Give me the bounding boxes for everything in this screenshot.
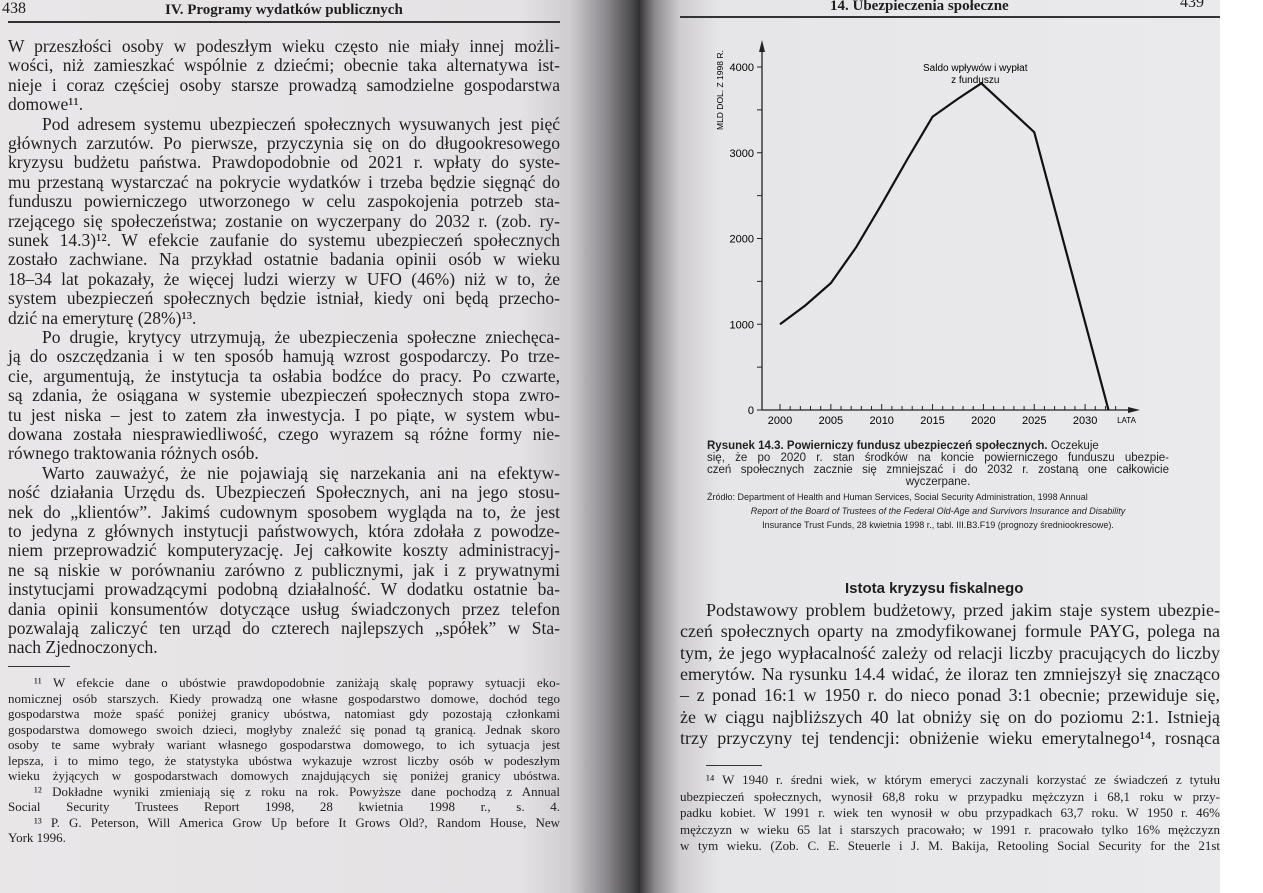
chart-annotation: z funduszu [951, 75, 999, 86]
source-line: Źródło: Department of Health and Human S… [707, 492, 1088, 502]
text-line: mężczyzn w wieku 65 lat i starszych prac… [680, 821, 1220, 837]
text-line: tym, że jego wypłacalność zależy od rela… [680, 642, 1220, 663]
text-line: głównych zarzutów. Po pierwsze, przyczyn… [8, 133, 560, 153]
y-tick-label: 0 [748, 405, 754, 417]
text-line: to jedyna z głównych instytucji państwow… [8, 521, 560, 541]
text-line: gospodarstwa domowego swoich dzieci, mog… [8, 721, 560, 737]
text-line: ¹² Dokładne wyniki zmieniają się z roku … [34, 783, 560, 799]
text-line: nomicznej osób starszych. Kiedy prowadzą… [8, 690, 560, 706]
x-axis-arrow [1128, 407, 1140, 413]
figure-caption: Rysunek 14.3. Powierniczy fundusz ubezpi… [707, 440, 1169, 532]
text-line: ¹⁴ W 1940 r. średni wiek, w którym emery… [706, 772, 1220, 787]
x-tick-label: 2020 [971, 415, 995, 427]
text-line: wości, niż zamieszkać wspólnie z dziećmi… [8, 55, 560, 76]
text-line: niem przeprowadzić komputeryzację. Jej c… [8, 540, 560, 561]
text-line: lepsza, i to mimo tego, że statystyka ub… [8, 752, 560, 768]
header-rule [680, 16, 1220, 18]
source-line: Insurance Trust Funds, 28 kwietnia 1998 … [762, 520, 1114, 530]
text-line: instytucjami prowadzącymi podobną działa… [8, 579, 560, 600]
y-axis-arrow [759, 40, 765, 52]
text-line: padku kobiet. W 1991 r. wiek ten wynosił… [680, 805, 1220, 821]
caption-line: wyczerpane. [905, 476, 971, 488]
x-tick-label: 2015 [920, 415, 944, 427]
footnote-rule [706, 765, 762, 766]
text-line: nek do „klientów”. Jakimś cudownym sposo… [8, 501, 560, 522]
x-tick-label: 2025 [1022, 415, 1046, 427]
text-line: równego traktowania różnych osób. [8, 443, 259, 464]
source-line: Report of the Board of Trustees of the F… [750, 506, 1126, 516]
running-head: IV. Programy wydatków publicznych [165, 2, 403, 18]
running-head: 14. Ubezpieczenia społeczne [830, 0, 1009, 14]
right-page: 14. Ubezpieczenia społeczne 439 0 1000 200… [640, 0, 1220, 893]
x-tick-label: 2005 [819, 415, 843, 427]
text-line: w tym wieku. (Zob. C. E. Steuerle i J. M… [680, 838, 1220, 854]
text-line: system ubezpieczeń społecznych będzie is… [8, 288, 560, 309]
text-line: pozwalają zaliczyć ten urząd do czterech… [8, 618, 560, 638]
text-line: tu jest niska – jest to zatem zła inwest… [8, 404, 560, 425]
text-line: emerytów. Na rysunku 14.4 widać, że ilor… [680, 663, 1220, 684]
x-tick-label: 2030 [1073, 415, 1097, 427]
text-line: funduszu powierniczego utworzonego w cel… [8, 191, 560, 212]
text-line: domowe¹¹. [8, 94, 84, 115]
y-tick-label: 1000 [730, 319, 754, 331]
text-line: czeń społecznych oparty na zmodyfikowane… [680, 621, 1220, 642]
text-line: York 1996. [8, 830, 66, 845]
page-number: 439 [1180, 0, 1204, 11]
text-line: rzejącego się społeczeństwa; zostanie on… [8, 210, 560, 231]
text-line: ¹³ P. G. Peterson, Will America Grow Up … [34, 814, 560, 830]
x-tick-label: 2000 [768, 415, 792, 427]
caption-line: czeń społecznych zacznie się zmniejszać … [707, 464, 1169, 476]
text-line: trzy przyczyny tej tendencji: obniżenie … [680, 727, 1220, 748]
chart-annotation: Saldo wpływów i wypłat [923, 63, 1028, 74]
page-number: 438 [2, 0, 26, 17]
text-line: osoby te same wybrały wariant własnego g… [8, 737, 560, 752]
header-rule [8, 21, 560, 23]
text-line: 18–34 lat pokazały, że więcej ludzi wier… [8, 268, 560, 289]
section-heading: Istota kryzysu fiskalnego [845, 580, 1024, 597]
text-line: sunek 14.3)¹². W efekcie zaufanie do sys… [8, 230, 560, 250]
text-line: gospodarstwa może spaść poniżej granicy … [8, 706, 560, 721]
figure-source: Źródło: Department of Health and Human S… [707, 490, 1169, 532]
trust-fund-chart: 0 1000 2000 3000 4000 2000 2005 2010 2015 2020 202… [715, 40, 1140, 427]
text-line: dowana została niesprawiedliwość, czego … [8, 424, 560, 444]
text-line: dzić na emeryturę (28%)¹³. [8, 307, 197, 328]
text-line: zostało zachwiane. Na przykład ostatnie … [8, 249, 560, 270]
y-axis-label: MLD DOL. Z 1998 R. [715, 50, 725, 130]
text-line: Podstawowy problem budżetowy, przed jaki… [706, 600, 1220, 620]
text-line: że w ciągu najbliższych 40 lat obniży si… [680, 706, 1220, 727]
text-line: cie, argumentują, że instytucja ta osłab… [8, 365, 560, 386]
text-line: są zdania, że osiągana w systemie ubezpi… [8, 385, 560, 406]
text-line: ność działania Urzędu ds. Ubezpieczeń Sp… [8, 482, 560, 503]
text-line: W przeszłości osoby w podeszłym wieku cz… [8, 36, 560, 56]
caption-title: Rysunek 14.3. Powierniczy fundusz ubezpi… [707, 440, 1048, 452]
text-line: Warto zauważyć, że nie pojawiają się nar… [42, 462, 560, 483]
text-line: dania opinii konsumentów dotyczące usług… [8, 598, 560, 619]
text-line: ubezpieczeń społecznych, wynosił 68,8 ro… [680, 788, 1220, 804]
text-line: Po drugie, krytycy utrzymują, że ubezpie… [42, 327, 560, 347]
text-line: Pod adresem systemu ubezpieczeń społeczn… [42, 113, 560, 134]
fund-balance-line [779, 81, 1110, 411]
text-line: – z ponad 16:1 w 1950 r. do nieco ponad … [680, 685, 1220, 706]
x-tick-label: 2010 [869, 415, 893, 427]
text-line: kryzysu budżetu państwa. Prawdopodobnie … [8, 152, 560, 173]
text-line: ¹¹ W efekcie dane o ubóstwie prawdopodob… [34, 675, 560, 690]
y-tick-label: 3000 [730, 148, 754, 160]
caption-text: Oczekuje [1047, 440, 1099, 452]
caption-line: się, że po 2020 r. stan środków na konci… [707, 452, 1169, 464]
footnote-rule [8, 666, 70, 667]
text-line: ne są niskie w porównaniu zarówno z publ… [8, 559, 560, 580]
left-page: 438 IV. Programy wydatków publicznych W … [0, 0, 640, 893]
x-axis-label: LATA [1117, 416, 1136, 425]
text-line: Social Security Trustees Report 1998, 28… [8, 799, 560, 814]
text-line: nach Zjednoczonych. [8, 637, 158, 658]
y-tick-label: 4000 [730, 62, 754, 74]
text-line: ją do oszczędzania i w ten sposób hamują… [8, 346, 560, 367]
text-line: wieku żyjących w gospodarstwach domowych… [8, 768, 560, 783]
y-tick-label: 2000 [730, 234, 754, 246]
text-line: nieje i coraz częściej osoby starsze pro… [8, 74, 560, 95]
text-line: mu przestaną wystarczać na pokrycie wyda… [8, 171, 560, 192]
